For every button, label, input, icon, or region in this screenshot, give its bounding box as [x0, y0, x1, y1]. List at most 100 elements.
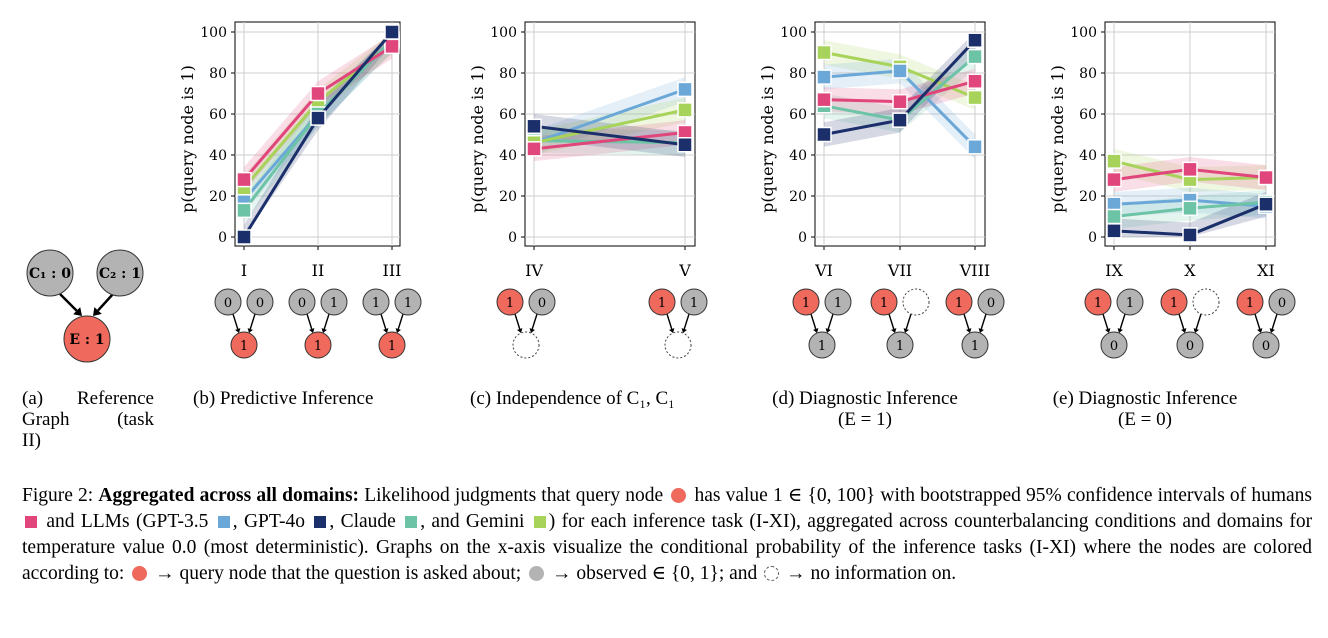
reference-graph: C₁ : 0 C₂ : 1 E : 1 [26, 249, 144, 363]
caption-text: , GPT-4o [232, 511, 306, 532]
node-label: 0 [1186, 339, 1194, 354]
query-node-icon [671, 488, 687, 503]
observed-node [886, 331, 914, 359]
data-point [967, 139, 983, 155]
panel-a-caption-line3: II) [22, 430, 41, 451]
node-label: 1 [388, 339, 396, 354]
data-point [967, 48, 983, 65]
condition-graph: 10 [1160, 288, 1220, 359]
panel-a-word: (task [117, 409, 154, 430]
node-label: C₁ : 0 [29, 266, 71, 282]
observed-node [26, 249, 74, 297]
arrow-head [669, 328, 675, 333]
panel-caption-text: (d) Diagnostic Inference [772, 388, 958, 409]
data-point [1182, 200, 1198, 217]
edge-arrow [827, 313, 834, 330]
observed-node [1252, 331, 1280, 359]
data-point [967, 89, 983, 106]
query-node [792, 288, 820, 316]
caption-bold: Aggregated across all domains: [98, 485, 360, 506]
edge-arrow [683, 313, 690, 330]
arrow-head [309, 328, 315, 333]
series-line [533, 87, 686, 145]
data-point [1258, 196, 1274, 212]
y-tick-label: 100 [200, 25, 227, 41]
panel-a-word: Reference [77, 388, 154, 409]
edge-arrow [1119, 313, 1126, 330]
node-label: 1 [802, 296, 810, 311]
edge-arrow [232, 313, 239, 330]
node-label: E : 1 [69, 332, 104, 348]
figure-caption: Figure 2: Aggregated across all domains:… [22, 483, 1312, 587]
series-line [533, 124, 686, 147]
query-node [1160, 288, 1188, 316]
node-label: 0 [298, 296, 306, 311]
data-point [816, 126, 832, 143]
y-tick-label: 100 [1070, 25, 1097, 41]
edge-arrow [905, 313, 912, 330]
arrow-head [395, 328, 401, 333]
caption-text: → observed ∈ {0, 1}; and [551, 563, 758, 584]
data-point [677, 102, 693, 118]
node-label: 1 [1126, 296, 1134, 311]
gpt35-swatch-icon [217, 516, 230, 528]
series-line [533, 108, 686, 145]
observed-node [288, 288, 316, 316]
panel-caption-text: (e) Diagnostic Inference [1052, 388, 1238, 409]
node-label: 1 [818, 339, 826, 354]
caption-text: and LLMs (GPT-3.5 [46, 511, 209, 532]
edge-arrow [397, 313, 404, 330]
node-label: 0 [538, 296, 546, 311]
panel-c-caption: (c) Independence of C₁, C₁ [470, 388, 675, 409]
node-label: 0 [256, 296, 264, 311]
arrow-head [1269, 328, 1275, 333]
confidence-band [244, 32, 392, 223]
node-label: 1 [896, 339, 904, 354]
edge-arrow [514, 313, 521, 330]
edge-arrow [323, 313, 330, 330]
node-label: 1 [834, 296, 842, 311]
query-node [378, 331, 406, 359]
edge-arrow [306, 313, 313, 330]
claude-swatch-icon [405, 516, 418, 528]
caption-text: → no information on. [786, 563, 957, 584]
arrow-head [247, 328, 253, 333]
caption-text: → query node that the question is asked … [155, 563, 522, 584]
observed-node [1116, 288, 1144, 316]
edge-arrow [249, 313, 256, 330]
data-point [1106, 223, 1122, 239]
gemini-swatch-icon [533, 516, 546, 528]
y-tick-label: 60 [499, 107, 517, 123]
x-tick-label: IX [1105, 261, 1123, 280]
query-node [870, 288, 898, 316]
query-node [230, 331, 258, 359]
arrow-head [321, 328, 327, 333]
data-point [384, 24, 400, 40]
node-label: C₂ : 1 [99, 266, 141, 282]
edge-arrow [1254, 313, 1261, 330]
y-tick-label: 0 [1088, 230, 1097, 246]
observed-node [1176, 331, 1204, 359]
edge-arrow [531, 313, 538, 330]
figure-label: Figure 2: [22, 485, 94, 506]
observed-node [528, 288, 556, 316]
caption-text: , Claude [329, 511, 396, 532]
panel-caption-text: (b) Predictive Inference [193, 388, 374, 409]
arrow-head [1181, 328, 1187, 333]
caption-text: ) for each inference task (I-XI), aggreg… [22, 511, 1313, 584]
arrow-head [903, 328, 909, 333]
arrow-head [1105, 328, 1111, 333]
panel-caption-subtext: (E = 0) [1118, 409, 1172, 430]
unknown-node [512, 331, 540, 359]
data-point [1106, 208, 1122, 225]
arrow-head [813, 328, 819, 333]
data-point [967, 73, 983, 89]
condition-graph: 1 1 1 [362, 288, 422, 359]
arrow-head [891, 328, 897, 333]
y-tick-label: 40 [499, 148, 517, 164]
y-tick-label: 20 [789, 189, 807, 205]
edge-arrow [97, 293, 114, 312]
observed-node [96, 249, 144, 297]
query-node [1236, 288, 1264, 316]
